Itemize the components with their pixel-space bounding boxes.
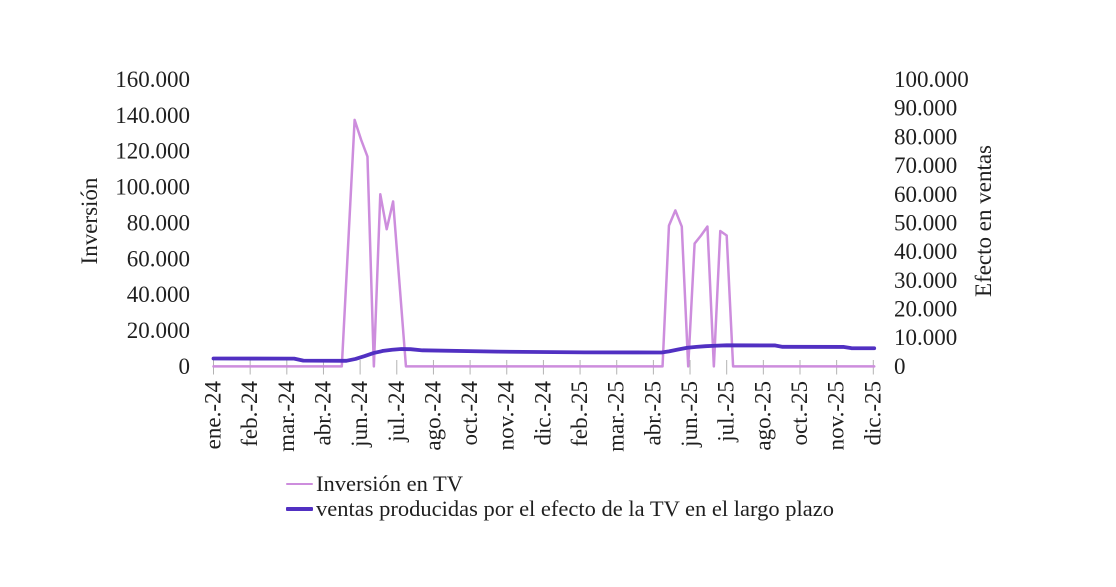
x-axis-label: jul.-25 (714, 381, 739, 443)
x-axis-label: abr.-24 (310, 381, 335, 446)
x-axis-label: feb.-24 (237, 381, 262, 447)
y-right-axis-label: 0 (894, 354, 906, 379)
x-axis-label: dic.-25 (860, 381, 885, 446)
legend-label-inversion: Inversión en TV (316, 471, 464, 496)
y-right-axis-label: 50.000 (894, 210, 957, 235)
x-axis-label: ago.-24 (420, 381, 445, 451)
y-left-axis-label: 100.000 (115, 175, 190, 200)
y-right-axis-label: 10.000 (894, 325, 957, 350)
x-axis-label: jun.-25 (677, 381, 702, 448)
y-right-axis-label: 70.000 (894, 153, 957, 178)
chart-legend: Inversión en TV ventas producidas por el… (286, 472, 834, 521)
y-left-axis-label: 80.000 (127, 210, 190, 235)
x-axis-label: ago.-25 (750, 381, 775, 451)
y-right-axis-label: 20.000 (894, 297, 957, 322)
y-right-axis-label: 30.000 (894, 268, 957, 293)
y-right-axis-label: 80.000 (894, 124, 957, 149)
y-left-axis-label: 160.000 (115, 67, 190, 92)
x-axis-label: nov.-24 (494, 381, 519, 451)
y-right-axis-title: Efecto en ventas (971, 145, 996, 297)
x-axis-label: abr.-25 (640, 381, 665, 446)
legend-label-ventas: ventas producidas por el efecto de la TV… (316, 496, 834, 521)
x-axis-label: oct.-25 (787, 381, 812, 446)
legend-item-inversion: Inversión en TV (286, 472, 834, 496)
x-axis-label: nov.-25 (824, 381, 849, 450)
x-axis-label: jun.-24 (347, 381, 372, 448)
y-left-axis-label: 40.000 (127, 282, 190, 307)
x-axis-label: mar.-24 (274, 381, 299, 452)
y-right-axis-label: 100.000 (894, 67, 969, 92)
legend-item-ventas: ventas producidas por el efecto de la TV… (286, 497, 834, 521)
x-axis-label: ene.-24 (201, 381, 226, 450)
legend-swatch-inversion (286, 482, 313, 486)
x-axis-label: dic.-24 (530, 381, 555, 446)
y-right-axis-label: 60.000 (894, 182, 957, 207)
y-left-axis-label: 120.000 (115, 139, 190, 164)
x-axis-label: feb.-25 (567, 381, 592, 447)
y-left-axis-label: 60.000 (127, 246, 190, 271)
x-axis-label: jul.-24 (384, 381, 409, 443)
series-line-ventas (211, 343, 877, 363)
y-left-axis-label: 0 (179, 354, 191, 379)
y-right-axis-label: 90.000 (894, 96, 957, 121)
y-right-axis-label: 40.000 (894, 239, 957, 264)
x-axis-label: oct.-24 (457, 381, 482, 446)
y-left-axis-label: 20.000 (127, 318, 190, 343)
x-axis-label: mar.-25 (604, 381, 629, 452)
legend-swatch-ventas (286, 507, 313, 511)
series-line-inversion (212, 118, 876, 368)
y-left-axis-label: 140.000 (115, 103, 190, 128)
y-left-axis-title: Inversión (77, 177, 102, 264)
